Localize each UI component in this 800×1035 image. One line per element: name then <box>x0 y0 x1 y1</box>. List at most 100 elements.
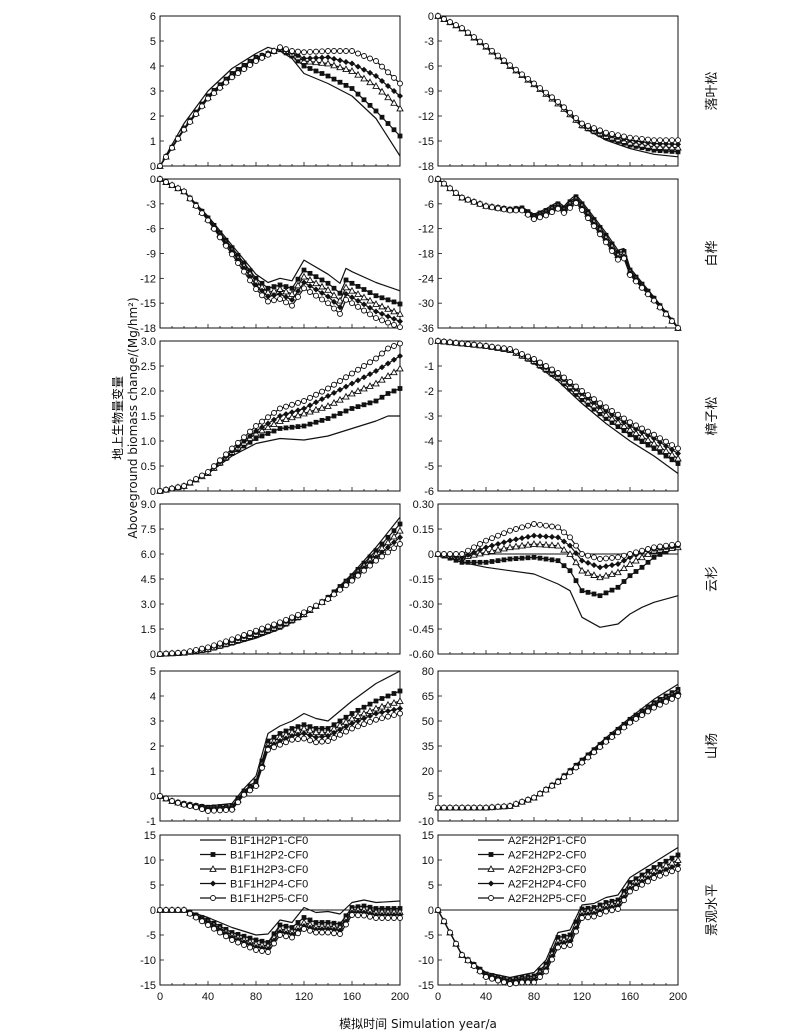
A2F2H2P5-CF0-point <box>675 693 681 699</box>
B1F1H2P5-CF0-point <box>271 48 277 54</box>
B1F1H2P5-CF0-point <box>331 930 337 937</box>
B1F1H2P3-CF0-point <box>378 302 386 310</box>
A2F2H2P2-CF0-point <box>663 148 669 154</box>
y-tick-label: 0 <box>428 336 434 348</box>
A2F2H2P5-CF0-point <box>501 979 507 986</box>
A2F2H2P5-CF0-point <box>621 255 627 262</box>
A2F2H2P5-CF0-point <box>525 211 531 218</box>
B1F1H2P3-CF0-point <box>264 423 272 431</box>
B1F1H2P2-CF0-point <box>355 91 361 97</box>
A2F2H2P5-CF0-point <box>501 345 507 352</box>
B1F1H2P4-CF0-point <box>367 713 373 719</box>
A2F2H2P2-CF0-point <box>669 457 675 463</box>
A2F2H2P4-CF0-point <box>603 563 609 570</box>
B1F1H2P4-CF0-point <box>379 310 385 317</box>
B1F1H2P5-CF0-point <box>169 485 175 492</box>
panel-right-2: 0 -6 -12 -18 -24 -30 -36 <box>418 174 682 335</box>
y-tick-label: 4.5 <box>141 574 156 586</box>
B1F1H2P5-CF0-point <box>193 804 199 811</box>
B1F1H2P5-CF0-point <box>205 644 211 651</box>
A2F2H2P5-CF0-point <box>555 524 561 531</box>
A2F2H2P5-CF0-point <box>465 196 471 203</box>
B1F1H2P5-CF0-point <box>307 289 313 295</box>
A2F2H2P5-CF0-point <box>651 544 657 551</box>
y-tick-label: 0 <box>428 905 434 917</box>
A2F2H2P5-CF0-point <box>573 200 579 206</box>
A2F2H2P5-CF0-point <box>543 968 549 975</box>
y-tick-label: 2.5 <box>141 361 156 373</box>
B1F1H2P4-CF0-point <box>307 402 313 409</box>
B1F1H2P5-CF0-point <box>205 808 211 814</box>
A2F2H2P5-CF0-point <box>639 712 645 719</box>
A2F2H2P2-CF0-point <box>489 559 495 564</box>
B1F1H2P5-CF0-point <box>325 385 331 392</box>
A2F2H2P2-CF0-point <box>657 449 663 455</box>
y-tick-label: 3.0 <box>141 336 156 348</box>
B1F1H2P4-CF0-point <box>355 718 361 724</box>
A2F2H2P3-CF0-point <box>644 436 652 443</box>
B1F1H2P3-CF0-point <box>342 392 350 400</box>
series-B1F1H2P5-CF0 <box>157 907 403 955</box>
A2F2H2P5-CF0-point <box>531 794 537 801</box>
B1F1H2P5-CF0-point <box>373 716 379 723</box>
B1F1H2P5-CF0-point <box>259 418 265 425</box>
B1F1H2P3-CF0-point <box>354 70 362 78</box>
y-tick-label: 2 <box>150 111 156 123</box>
B1F1H2P4-CF0-point <box>391 539 397 546</box>
A2F2H2P5-CF0-point <box>537 85 543 92</box>
series-A2F2H2P5-CF0 <box>435 176 681 331</box>
A2F2H2P5-CF0-point <box>513 207 519 214</box>
B1F1H2P2-CF0-point <box>253 436 259 441</box>
A2F2H2P5-CF0-point <box>657 435 663 442</box>
B1F1H2P4-CF0-point <box>367 69 373 76</box>
B1F1H2P5-CF0-point <box>295 736 301 743</box>
legend-label: B1F1H2P4-CF0 <box>230 879 308 891</box>
B1F1H2P5-CF0-point <box>169 650 175 657</box>
A2F2H2P5-CF0-point <box>675 541 681 547</box>
series-line <box>437 553 679 628</box>
B1F1H2P4-CF0-point <box>331 298 337 305</box>
A2F2H2P5-CF0-point <box>585 392 591 399</box>
B1F1H2P3-CF0-point <box>396 697 404 704</box>
B1F1H2P2-CF0-point <box>373 293 379 299</box>
A2F2H2P2-CF0-point <box>639 564 645 570</box>
B1F1H2P3-CF0-point <box>348 67 356 74</box>
B1F1H2P2-CF0-point <box>331 76 337 82</box>
B1F1H2P4-CF0-point <box>301 55 307 62</box>
A2F2H2P5-CF0-point <box>501 803 507 810</box>
A2F2H2P3-CF0-point <box>650 439 658 447</box>
A2F2H2P5-CF0-point <box>477 541 483 547</box>
panel-right-3: 0 -1 -2 -3 -4 -5 -6 <box>424 336 682 498</box>
A2F2H2P5-CF0-point <box>663 438 669 445</box>
B1F1H2P5-CF0-point <box>325 738 331 744</box>
A2F2H2P5-CF0-point <box>483 804 489 811</box>
A2F2H2P4-CF0-point <box>519 535 525 542</box>
A2F2H2P5-CF0-point <box>675 445 681 452</box>
y-tick-label: 0 <box>150 486 156 498</box>
A2F2H2P5-CF0-point <box>561 209 567 216</box>
y-tick-label: -5 <box>424 930 434 942</box>
A2F2H2P2-CF0-point <box>615 584 621 590</box>
B1F1H2P2-CF0-point <box>349 280 355 286</box>
B1F1H2P2-CF0-point <box>361 704 367 710</box>
A2F2H2P5-CF0-point <box>495 803 501 810</box>
B1F1H2P2-CF0-point <box>349 711 355 716</box>
A2F2H2P5-CF0-point <box>561 529 567 536</box>
B1F1H2P4-CF0-point <box>385 708 391 714</box>
A2F2H2P2-CF0-point <box>525 555 531 561</box>
B1F1H2P5-CF0-point <box>337 586 343 593</box>
B1F1H2P5-CF0-point <box>247 787 253 794</box>
panel-left-6: 15 10 5 0 -5 -10 -15 <box>140 830 404 992</box>
B1F1H2P4-CF0-point <box>307 282 313 289</box>
B1F1H2P5-CF0-point <box>193 202 199 209</box>
x-tick-label: 200 <box>391 991 409 1003</box>
A2F2H2P3-CF0-point <box>602 410 610 418</box>
x-tick-label: 0 <box>435 991 441 1003</box>
B1F1H2P5-CF0-point <box>229 806 235 813</box>
y-tick-label: -6 <box>424 486 434 498</box>
A2F2H2P5-CF0-point <box>453 940 459 947</box>
A2F2H2P5-CF0-point <box>597 911 603 917</box>
B1F1H2P5-CF0-point <box>289 736 295 743</box>
A2F2H2P5-CF0-point <box>471 199 477 205</box>
species-label: 景观水平 <box>705 884 720 936</box>
